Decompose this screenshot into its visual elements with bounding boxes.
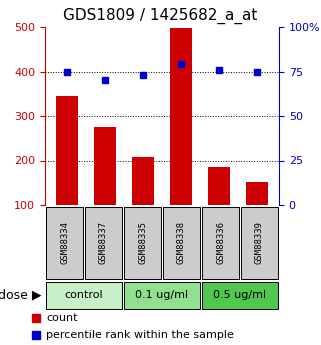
Point [102,78,108,83]
Bar [46,282,122,308]
Text: 0.1 ug/ml: 0.1 ug/ml [135,290,188,300]
Bar [94,127,117,205]
Point [178,62,184,67]
Point [141,72,146,78]
Bar [202,282,278,308]
Bar [202,207,239,278]
Point [65,69,70,74]
Bar [163,207,200,278]
Text: GSM88339: GSM88339 [255,221,264,264]
Bar [208,167,230,205]
Bar [124,207,161,278]
Point [255,69,260,74]
Point [34,332,39,337]
Text: GDS1809 / 1425682_a_at: GDS1809 / 1425682_a_at [63,7,258,23]
Text: GSM88334: GSM88334 [60,221,69,264]
Text: dose ▶: dose ▶ [0,288,42,302]
Point [216,67,221,72]
Text: GSM88337: GSM88337 [99,221,108,264]
Bar [124,282,200,308]
Bar [132,157,154,205]
Bar [246,182,268,205]
Bar [56,96,78,205]
Text: GSM88336: GSM88336 [216,221,225,264]
Point [34,315,39,321]
Text: GSM88338: GSM88338 [177,221,186,264]
Bar [169,28,192,205]
Bar [85,207,122,278]
Bar [46,207,83,278]
Text: 0.5 ug/ml: 0.5 ug/ml [213,290,266,300]
Text: control: control [65,290,103,300]
Text: count: count [47,313,78,323]
Bar [241,207,278,278]
Text: GSM88335: GSM88335 [138,221,147,264]
Text: percentile rank within the sample: percentile rank within the sample [47,330,234,340]
